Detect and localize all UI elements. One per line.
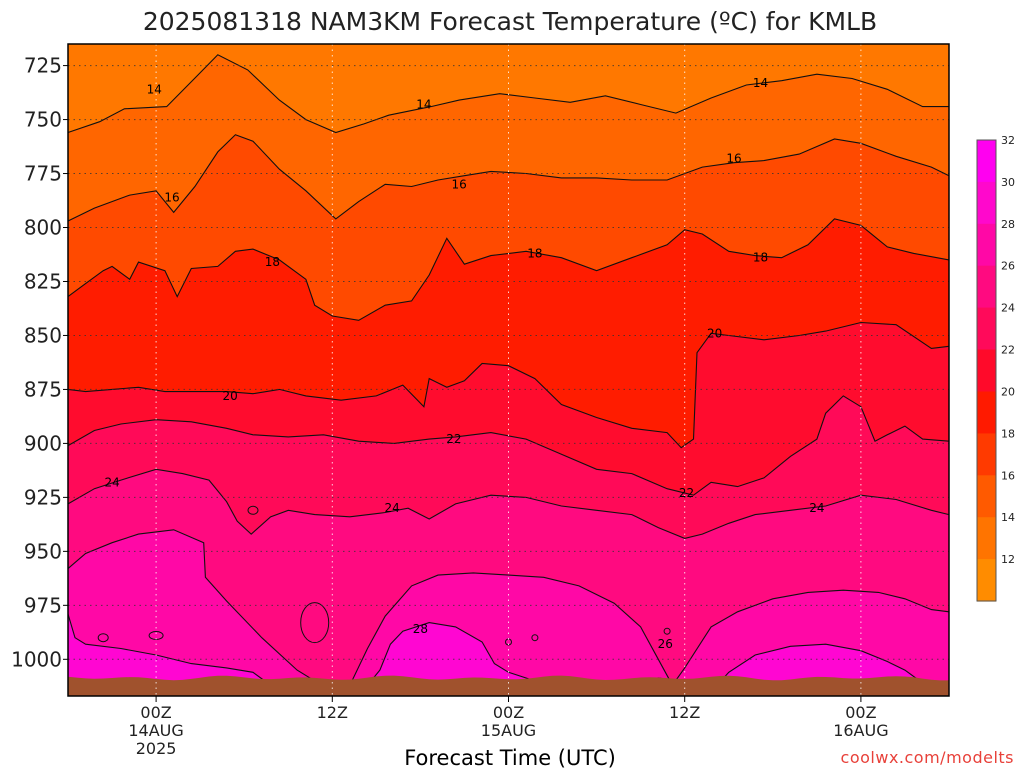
contour-label-18: 18 (753, 251, 768, 265)
y-tick-label: 825 (24, 270, 62, 294)
contour-closed-6 (663, 627, 671, 635)
y-tick-label: 750 (24, 108, 62, 132)
contour-18 (67, 218, 950, 321)
contour-closed-0 (97, 633, 109, 643)
contour-22 (67, 395, 950, 496)
colorbar-swatch (977, 265, 996, 309)
contour-closed-3 (300, 602, 330, 644)
x-tick-label: 16AUG (833, 721, 888, 740)
contour-label-16: 16 (164, 190, 179, 204)
contour-14 (67, 54, 949, 134)
x-tick-label: 00Z (845, 703, 876, 722)
contour-16 (67, 134, 950, 222)
plot-area: 14 14 14 16 16 16 18 18 18 20 20 22 22 24 24 24 26 28 (67, 43, 950, 697)
colorbar-label: 28 (1001, 218, 1015, 231)
y-axis: 725 750 775 800 825 850 875 900 925 950 975 1000 (11, 54, 68, 671)
contour-label-26: 26 (658, 637, 673, 651)
x-tick-label: 00Z (493, 703, 524, 722)
colorbar-swatch (977, 391, 996, 434)
y-tick-label: 975 (24, 593, 62, 617)
colorbar-label: 12 (1001, 553, 1015, 566)
y-tick-label: 800 (24, 216, 62, 240)
colorbar-label: 20 (1001, 386, 1015, 399)
band-above-26 (68, 529, 949, 696)
y-tick-label: 775 (24, 162, 62, 186)
colorbar-swatch (977, 349, 996, 392)
contour-label-16: 16 (452, 177, 467, 191)
contour-closed-2 (247, 505, 259, 515)
x-tick-label: 12Z (317, 703, 348, 722)
colorbar-label: 18 (1001, 427, 1015, 440)
color-legend: 12 14 16 18 20 22 24 26 28 30 32 (976, 134, 1015, 602)
y-tick-label: 950 (24, 539, 62, 563)
colorbar-swatch (977, 433, 996, 476)
colorbar-label: 30 (1001, 176, 1015, 189)
contour-closed-5 (531, 634, 539, 642)
colorbar-label: 22 (1001, 344, 1015, 357)
chart-title: 2025081318 NAM3KM Forecast Temperature (… (143, 7, 877, 36)
x-tick-label: 00Z (140, 703, 171, 722)
contour-28 (67, 613, 950, 693)
contour-labels: 14 14 14 16 16 16 18 18 18 20 20 22 22 24 24 24 26 28 (104, 76, 824, 651)
contour-20 (67, 321, 950, 449)
y-tick-label: 900 (24, 431, 62, 455)
colorbar-swatch (977, 140, 996, 183)
y-tick-label: 1000 (11, 647, 62, 671)
contour-label-24: 24 (385, 501, 400, 515)
colorbar-label: 26 (1001, 260, 1015, 273)
contour-label-24: 24 (809, 501, 824, 515)
contour-label-20: 20 (707, 326, 722, 340)
band-above-28 (68, 614, 949, 696)
contour-label-22: 22 (679, 486, 694, 500)
contour-lines (67, 54, 950, 693)
x-axis-label: Forecast Time (UTC) (404, 746, 616, 768)
grid-lines (68, 44, 949, 696)
colorbar-label: 14 (1001, 511, 1015, 524)
y-tick-label: 925 (24, 485, 62, 509)
credit-text: coolwx.com/modelts (841, 748, 1014, 767)
colorbar-swatch (977, 181, 996, 225)
contour-label-14: 14 (416, 98, 431, 112)
colorbar-label: 24 (1001, 302, 1015, 315)
contour-label-18: 18 (527, 246, 542, 260)
contour-label-14: 14 (147, 82, 162, 96)
contour-label-16: 16 (726, 151, 741, 165)
y-tick-label: 850 (24, 324, 62, 348)
ground-surface (68, 675, 949, 696)
contour-label-24: 24 (104, 475, 119, 489)
x-tick-label: 15AUG (481, 721, 536, 740)
contour-label-28: 28 (413, 622, 428, 636)
colorbar-swatch (977, 475, 996, 518)
colorbar-swatch (977, 517, 996, 560)
contour-label-20: 20 (222, 389, 237, 403)
contour-label-14: 14 (753, 76, 768, 90)
colorbar-label: 32 (1001, 134, 1015, 147)
contour-label-18: 18 (265, 255, 280, 269)
colorbar-swatch (977, 223, 996, 267)
contour-label-22: 22 (446, 432, 461, 446)
y-tick-label: 725 (24, 54, 62, 78)
x-tick-label: 12Z (669, 703, 700, 722)
colorbar-swatch (977, 559, 996, 602)
x-tick-label: 14AUG (128, 721, 183, 740)
colorbar-swatch (977, 307, 996, 351)
y-tick-label: 875 (24, 377, 62, 401)
contour-26 (67, 529, 950, 693)
colorbar-label: 16 (1001, 469, 1015, 482)
colorbar-frame (976, 139, 997, 602)
x-tick-label: 2025 (136, 739, 177, 758)
contour-24 (67, 468, 950, 539)
